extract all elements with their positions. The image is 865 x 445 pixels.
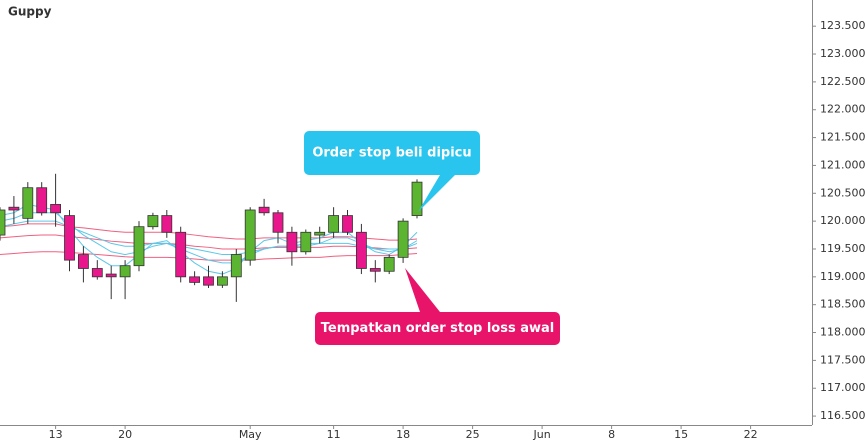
y-tick-label: 117.500 — [820, 353, 865, 366]
candle-body — [203, 276, 214, 286]
candle-body — [342, 215, 353, 233]
x-tick-label: Jun — [533, 428, 551, 441]
candle-body — [411, 181, 423, 216]
x-tick-label: 22 — [744, 428, 758, 441]
candle-body — [8, 206, 20, 211]
candle-body — [0, 209, 6, 236]
candle-body — [105, 273, 117, 278]
x-tick-label: May — [239, 428, 262, 441]
y-tick-label: 120.500 — [820, 186, 865, 199]
y-tick-label: 116.500 — [820, 409, 865, 422]
y-tick-label: 122.000 — [820, 103, 865, 116]
x-tick-label: 13 — [49, 428, 63, 441]
y-tick-label: 121.500 — [820, 131, 865, 144]
candle-body — [36, 187, 48, 214]
candle-body — [355, 231, 367, 269]
callout-text: Order stop beli dipicu — [312, 146, 471, 161]
candle-body — [314, 231, 326, 236]
candle-body — [328, 215, 340, 233]
candle-body — [22, 187, 34, 219]
callout-pointer — [405, 268, 440, 312]
chart-title: Guppy — [8, 5, 52, 19]
candle-body — [216, 276, 228, 286]
y-tick-label: 122.500 — [820, 75, 865, 88]
y-tick-label: 117.000 — [820, 381, 865, 394]
candle-body — [175, 231, 187, 278]
candle-body — [161, 215, 173, 233]
x-tick-label: 8 — [608, 428, 615, 441]
candle-body — [91, 268, 103, 278]
x-tick-label: 25 — [466, 428, 480, 441]
y-tick-label: 123.000 — [820, 47, 865, 60]
candle-body — [119, 265, 131, 278]
candle-body — [244, 209, 256, 261]
candle-body — [64, 215, 75, 261]
y-tick-label: 119.000 — [820, 270, 865, 283]
x-tick-label: 20 — [118, 428, 132, 441]
x-tick-label: 11 — [327, 428, 341, 441]
candle-body — [78, 254, 89, 269]
candle-body — [258, 206, 270, 214]
candle-body — [230, 254, 242, 278]
y-tick-label: 123.500 — [820, 19, 865, 32]
candle-body — [147, 215, 159, 228]
candle-body — [397, 220, 409, 258]
callout-box — [315, 312, 560, 345]
candle-body — [383, 256, 395, 272]
candle-body — [300, 231, 312, 253]
y-tick-label: 120.000 — [820, 214, 865, 227]
x-tick-label: 18 — [396, 428, 410, 441]
candle-body — [133, 226, 145, 267]
callout-pointer — [418, 175, 455, 212]
candle-body — [272, 212, 284, 233]
callout-text: Tempatkan order stop loss awal — [321, 321, 555, 336]
y-tick-label: 118.500 — [820, 298, 865, 311]
candle-body — [50, 204, 61, 214]
y-tick-label: 121.000 — [820, 158, 865, 171]
y-tick-label: 118.000 — [820, 326, 865, 339]
callout-box — [304, 131, 480, 175]
candle-body — [189, 276, 201, 283]
x-tick-label: 15 — [674, 428, 688, 441]
candle-body — [286, 231, 298, 253]
candle-body — [369, 268, 381, 272]
y-tick-label: 119.500 — [820, 242, 865, 255]
